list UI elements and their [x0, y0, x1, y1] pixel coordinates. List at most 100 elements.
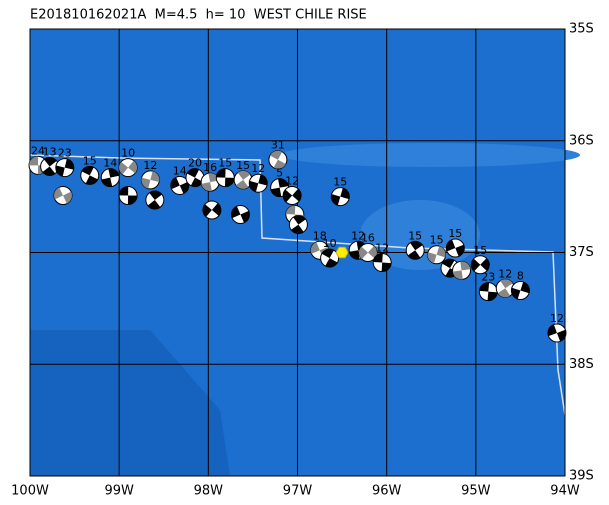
depth-label: 12: [143, 159, 157, 172]
depth-label: 12: [285, 175, 299, 188]
depth-label: 15: [473, 244, 487, 257]
beachball-quadrant: [293, 215, 306, 225]
beachball-quadrant: [240, 210, 250, 223]
depth-label: 16: [203, 161, 217, 174]
beachball-quadrant: [149, 190, 162, 200]
focal-mechanism: [445, 238, 465, 258]
beachball-quadrant: [407, 250, 421, 260]
focal-mechanism: [320, 248, 340, 268]
depth-label: 24: [31, 144, 45, 157]
depth-label: 15: [448, 227, 462, 240]
beachball-quadrant: [340, 187, 350, 200]
lon-label: 94W: [550, 484, 580, 499]
beachball-quadrant: [331, 194, 341, 206]
depth-label: 15: [218, 157, 232, 170]
depth-label: 15: [236, 159, 250, 172]
beachball-quadrant: [269, 150, 283, 160]
map-title: E201810162021A M=4.5 h= 10 WEST CHILE RI…: [30, 8, 367, 23]
beachball-quadrant: [29, 156, 39, 166]
focal-mechanism: [200, 172, 220, 192]
depth-label: 16: [361, 232, 375, 245]
beachball-quadrant: [170, 177, 180, 190]
focal-mechanism: [478, 282, 498, 302]
beachball-quadrant: [190, 177, 203, 187]
beachball-quadrant: [321, 249, 334, 259]
beachball-quadrant: [186, 168, 200, 178]
focal-mechanism: [470, 255, 490, 275]
epicenter: [335, 246, 349, 259]
depth-label: 23: [58, 147, 72, 160]
beachball-quadrant: [216, 168, 226, 178]
beachball-quadrant: [108, 168, 120, 178]
beachball-quadrant: [81, 166, 94, 176]
beachball-quadrant: [211, 203, 221, 216]
depth-label: 14: [103, 157, 117, 170]
depth-label: 13: [43, 145, 57, 158]
beachball-quadrant: [202, 204, 212, 217]
beachball-quadrant: [367, 245, 377, 259]
beachball-quadrant: [283, 189, 293, 203]
beachball-quadrant: [128, 160, 138, 174]
beachball-quadrant: [325, 258, 338, 268]
beachball-quadrant: [310, 241, 320, 254]
beachball-quadrant: [471, 258, 481, 272]
focal-mechanism: [55, 158, 75, 178]
focal-mechanism: [40, 156, 60, 176]
focal-mechanism: [452, 260, 472, 280]
beachball-quadrant: [119, 161, 129, 175]
beachball-quadrant: [452, 270, 463, 280]
depth-label: 15: [408, 229, 422, 242]
depth-label: 15: [430, 234, 444, 247]
depth-label: 15: [83, 154, 97, 167]
focal-mechanism: [100, 168, 120, 188]
beachball-quadrant: [147, 199, 161, 209]
focal-mechanism: [185, 168, 205, 188]
depth-label: 8: [517, 269, 524, 282]
depth-label: 20: [188, 157, 202, 170]
focal-mechanism: [547, 323, 567, 343]
focal-mechanism: [427, 245, 447, 265]
depth-label: 12: [550, 312, 564, 325]
focal-mechanism: [118, 158, 138, 178]
focal-mechanism: [372, 253, 392, 273]
focal-mechanism: [140, 170, 160, 190]
depth-label: 18: [313, 229, 327, 242]
beachball-quadrant: [278, 178, 289, 188]
lat-label: 39S: [569, 469, 594, 484]
beachball-quadrant: [42, 166, 56, 176]
beachball-quadrant: [237, 170, 251, 180]
beachball-quadrant: [381, 262, 392, 272]
focal-mechanism: [202, 200, 222, 220]
beachball-quadrant: [487, 291, 498, 301]
depth-label: 12: [498, 267, 512, 280]
beachball-quadrant: [150, 171, 160, 183]
depth-label: 10: [121, 147, 135, 160]
focal-mechanism: [80, 165, 100, 185]
beachball-quadrant: [101, 177, 113, 187]
beachball-quadrant: [500, 279, 513, 289]
lon-label: 95W: [461, 484, 491, 499]
focal-mechanism: [268, 150, 288, 170]
depth-label: 15: [333, 176, 347, 189]
beachball-quadrant: [460, 261, 471, 271]
deep-area: [30, 330, 230, 476]
beachball-quadrant: [44, 157, 57, 167]
lon-label: 96W: [372, 484, 402, 499]
depth-label: 12: [351, 229, 365, 242]
focal-mechanism: [118, 186, 138, 206]
focal-mechanism: [248, 173, 268, 193]
beachball-quadrant: [479, 282, 490, 292]
focal-mechanism: [510, 280, 530, 300]
depth-label: 12: [251, 162, 265, 175]
beachball-quadrant: [224, 177, 235, 187]
beachball-quadrant: [85, 175, 98, 185]
beachball-quadrant: [179, 181, 189, 194]
focal-mechanism: [53, 186, 73, 206]
focal-mechanism: [358, 243, 378, 262]
lat-label: 36S: [569, 133, 594, 148]
beachball-quadrant: [270, 187, 282, 197]
focal-mechanism: [495, 278, 515, 298]
beachball-quadrant: [427, 252, 437, 264]
beachball-quadrant: [55, 165, 65, 177]
